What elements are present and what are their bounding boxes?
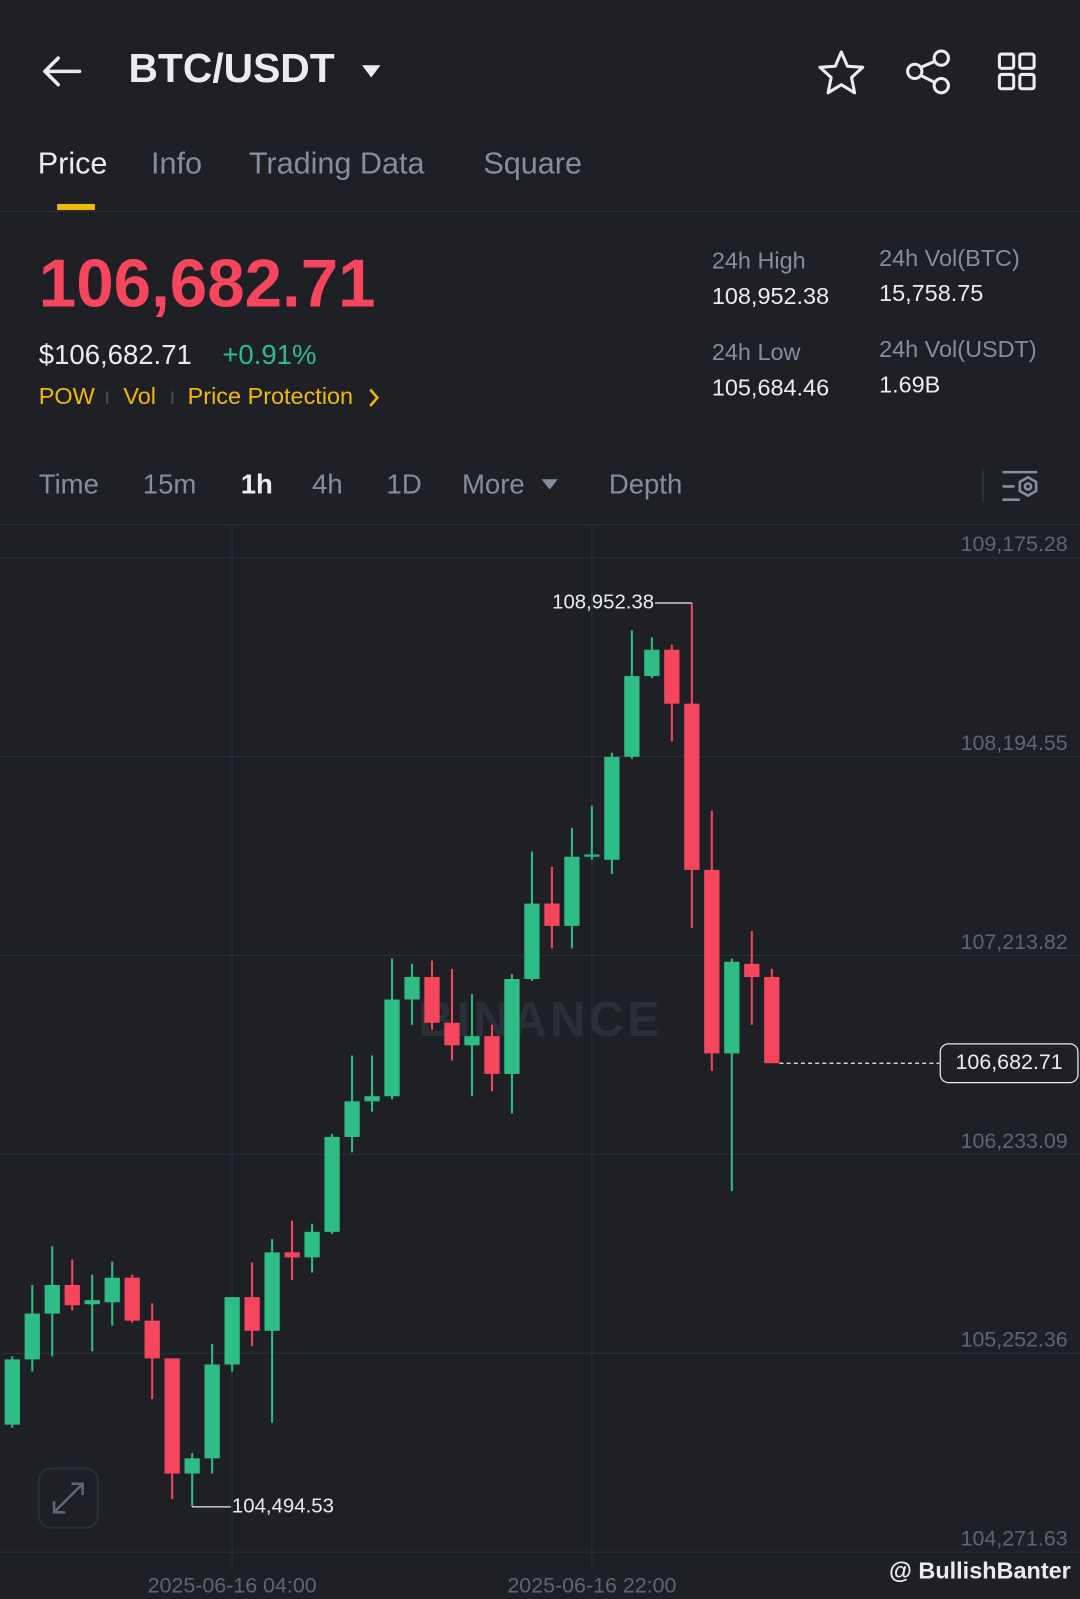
interval[interactable]: 1D <box>387 469 422 500</box>
candle-body <box>4 1359 20 1425</box>
y-tick-label: 105,252.36 <box>961 1328 1068 1352</box>
candle-body <box>304 1231 320 1258</box>
interval[interactable]: Depth <box>609 469 682 500</box>
tag[interactable]: Price Protection <box>188 383 353 409</box>
y-tick-label: 108,194.55 <box>961 731 1068 755</box>
candle-body <box>144 1320 160 1359</box>
stat-value: 1.69B <box>879 372 940 398</box>
candle-body <box>524 903 540 980</box>
y-tick-label: 107,213.82 <box>961 930 1068 954</box>
tag[interactable]: POW <box>39 383 96 409</box>
candle-body <box>164 1358 180 1474</box>
pair-dropdown[interactable] <box>362 65 381 78</box>
candle-body <box>44 1284 60 1314</box>
stat-value: 105,684.46 <box>712 375 829 401</box>
share-icon[interactable] <box>906 49 950 95</box>
x-tick-label: 2025-06-16 22:00 <box>507 1573 676 1597</box>
candle-body <box>404 976 420 1000</box>
interval[interactable]: 4h <box>312 469 343 500</box>
price-usd: $106,682.71 <box>39 339 192 370</box>
separator <box>106 391 109 404</box>
candle-body <box>244 1297 260 1331</box>
divider <box>0 524 1080 526</box>
stat-value: 15,758.75 <box>879 280 983 306</box>
last-price-label: 106,682.71 <box>956 1050 1063 1074</box>
stat-label: 24h High <box>712 247 806 273</box>
candle-body <box>704 869 720 1054</box>
candle-body <box>724 961 740 1054</box>
candle-body <box>564 856 580 926</box>
tab[interactable]: Price <box>38 146 108 180</box>
annotation-label: 108,952.38 <box>552 591 654 613</box>
y-tick-label: 106,233.09 <box>961 1129 1068 1153</box>
candle-body <box>384 999 400 1097</box>
tab[interactable]: Info <box>151 146 202 180</box>
candle-body <box>204 1364 220 1459</box>
candle-body <box>544 903 560 926</box>
separator <box>171 391 174 404</box>
candle-body <box>284 1252 300 1258</box>
candle-body <box>584 854 600 857</box>
candle-body <box>24 1313 40 1360</box>
y-tick-label: 104,271.63 <box>961 1527 1068 1551</box>
chart-settings-icon[interactable] <box>1002 470 1038 501</box>
divider <box>0 211 1080 213</box>
candle-body <box>84 1300 100 1305</box>
interval[interactable]: More <box>462 469 525 500</box>
more-dropdown[interactable] <box>541 479 558 490</box>
layout-icon[interactable] <box>997 52 1036 91</box>
stat-value: 108,952.38 <box>712 283 829 309</box>
tab-indicator <box>57 203 95 211</box>
interval[interactable]: 15m <box>143 469 197 500</box>
annotation-label: 104,494.53 <box>232 1495 334 1517</box>
candle-body <box>324 1136 340 1232</box>
candle-body <box>64 1284 80 1306</box>
last-price: 106,682.71 <box>39 246 376 321</box>
candle-body <box>684 703 700 870</box>
stat-label: 24h Low <box>712 339 801 365</box>
candle-body <box>744 963 760 977</box>
favorite-icon[interactable] <box>818 50 865 95</box>
candle-body <box>604 756 620 860</box>
candle-body <box>224 1297 240 1365</box>
candle-body <box>424 976 440 1023</box>
candle-body <box>764 976 780 1064</box>
back-button[interactable] <box>43 56 82 87</box>
tag[interactable]: Vol <box>123 383 156 409</box>
chart: 109,175.28 108,194.55 107,213.82 106,233.09… <box>0 525 1080 1597</box>
candle-body <box>624 676 640 757</box>
price-change: +0.91% <box>222 339 316 370</box>
credit: @ BullishBanter <box>889 1558 1071 1584</box>
x-tick-label: 2025-06-16 04:00 <box>148 1573 317 1597</box>
pair-title[interactable]: BTC/USDT <box>129 45 335 91</box>
fullscreen-button[interactable] <box>37 1467 99 1529</box>
chevron <box>369 388 380 407</box>
candle-body <box>104 1277 120 1303</box>
separator <box>982 469 985 502</box>
candle-body <box>664 649 680 704</box>
candle-body <box>484 1036 500 1074</box>
candle-body <box>464 1036 480 1046</box>
tab[interactable]: Trading Data <box>249 146 425 180</box>
tab[interactable]: Square <box>483 146 582 180</box>
candle-body <box>184 1458 200 1474</box>
candle-body <box>344 1101 360 1137</box>
last-price-box <box>939 1043 1079 1084</box>
interval[interactable]: Time <box>39 469 99 500</box>
interval[interactable]: 1h <box>241 469 273 500</box>
candle-body <box>364 1096 380 1102</box>
candle-body <box>444 1022 460 1046</box>
y-tick-label: 109,175.28 <box>961 532 1068 556</box>
candle-body <box>124 1277 140 1321</box>
candle-body <box>644 649 660 677</box>
candle-body <box>264 1252 280 1331</box>
stat-label: 24h Vol(USDT) <box>879 336 1037 362</box>
stat-label: 24h Vol(BTC) <box>879 245 1020 271</box>
candle-body <box>504 979 520 1074</box>
